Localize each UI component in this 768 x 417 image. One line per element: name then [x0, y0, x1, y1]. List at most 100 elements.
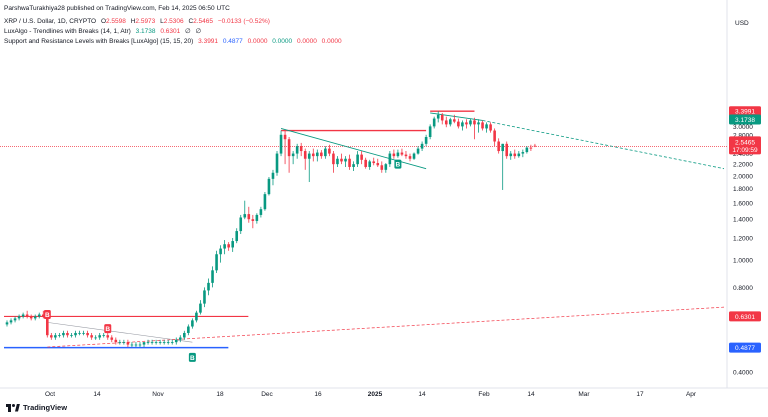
- ohlc-close-label: C: [188, 18, 194, 25]
- candle-body: [332, 153, 335, 165]
- indicator-2-value: 0.4877: [222, 38, 243, 45]
- candle-body: [283, 134, 287, 140]
- candle-body: [70, 335, 73, 337]
- ohlc-open-label: O: [100, 18, 106, 25]
- candle-body: [340, 158, 343, 162]
- indicator-1-value: ∅: [195, 28, 202, 35]
- candle-body: [295, 146, 299, 154]
- candle-body: [449, 119, 452, 125]
- candles: [5, 111, 537, 348]
- candle-body: [142, 342, 146, 345]
- indicator-2-name[interactable]: Support and Resistance Levels with Break…: [4, 38, 194, 45]
- ohlc-high-value: 2.5973: [135, 18, 156, 25]
- candle-body: [58, 335, 61, 337]
- ohlc-open: O2.5598: [101, 18, 126, 25]
- candle-body: [501, 143, 504, 152]
- publish-text: ParshwaTurakhiya28 published on TradingV…: [4, 5, 230, 12]
- candle-body: [5, 322, 9, 325]
- candle-body: [74, 332, 77, 336]
- candle-body: [352, 164, 355, 167]
- candle-body: [259, 209, 263, 215]
- time-tick-label: Apr: [686, 391, 697, 398]
- currency-label[interactable]: USD: [735, 20, 749, 27]
- price-axis-ticks: 3.00002.80002.60002.40002.20002.00001.80…: [733, 124, 753, 376]
- candle-body: [481, 122, 484, 129]
- candle-body: [529, 147, 533, 149]
- candle-body: [17, 316, 21, 319]
- indicator-2-value: 0.0000: [321, 38, 342, 45]
- break-badge-label: B: [396, 162, 401, 169]
- time-tick-label: Feb: [478, 391, 490, 398]
- candle-body: [37, 314, 41, 317]
- candle-body: [138, 344, 142, 346]
- candle-body: [400, 152, 404, 155]
- indicator-1-name[interactable]: LuxAlgo - Trendlines with Breaks (14, 1,…: [4, 28, 131, 35]
- candle-body: [364, 159, 367, 167]
- price-label-box: [729, 342, 761, 353]
- indicator-1-value: 3.1738: [135, 28, 156, 35]
- footer-brand[interactable]: TradingView: [6, 403, 67, 412]
- candle-body: [436, 114, 440, 119]
- price-label-box: [729, 136, 761, 155]
- candle-body: [223, 244, 226, 249]
- candle-body: [106, 335, 110, 338]
- candle-body: [336, 158, 339, 165]
- candle-body: [328, 148, 331, 154]
- candle-body: [307, 153, 311, 159]
- helper-line: [47, 322, 193, 343]
- price-tick-label: 1.2000: [733, 235, 753, 242]
- candle-body: [199, 303, 202, 313]
- price-label-text: 0.6301: [735, 314, 755, 321]
- candle-body: [311, 153, 315, 157]
- candle-body: [154, 342, 158, 343]
- candle-body: [388, 153, 392, 165]
- candle-body: [78, 332, 81, 334]
- candle-body: [497, 141, 500, 152]
- candle-body: [86, 332, 89, 336]
- candle-body: [404, 154, 408, 157]
- candle-body: [432, 118, 436, 127]
- price-tick-label: 2.0000: [733, 173, 753, 180]
- candle-body: [489, 124, 492, 131]
- candle-body: [344, 158, 347, 162]
- indicator-2-value: 0.0000: [296, 38, 317, 45]
- candle-body: [46, 316, 49, 336]
- candle-body: [428, 126, 432, 137]
- candle-body: [187, 326, 190, 333]
- candle-body: [279, 134, 283, 154]
- break-badge: [43, 310, 51, 320]
- candle-body: [376, 163, 380, 166]
- legend-indicator-2: Support and Resistance Levels with Break…: [4, 38, 342, 46]
- break-badge-label: B: [45, 312, 50, 319]
- ohlc-high: H2.5973: [131, 18, 156, 25]
- price-tick-label: 1.8000: [733, 186, 753, 193]
- candle-body: [235, 231, 239, 242]
- candle-body: [372, 161, 376, 164]
- indicator-2-value: 3.3991: [198, 38, 219, 45]
- candle-body: [275, 153, 279, 173]
- time-tick-label: Nov: [152, 391, 164, 398]
- ohlc-low-value: 2.5306: [163, 18, 184, 25]
- trendline-down-1: [280, 128, 427, 170]
- ohlc-close-value: 2.5465: [193, 18, 214, 25]
- candle-body: [469, 120, 472, 125]
- ohlc-open-value: 2.5598: [106, 18, 126, 25]
- time-tick-label: 17: [636, 391, 644, 398]
- price-tick-label: 1.0000: [733, 258, 753, 265]
- indicator-lines: [4, 110, 725, 349]
- price-tick-label: 0.4000: [733, 369, 753, 376]
- ohlc-close: C2.5465: [188, 18, 213, 25]
- candle-body: [517, 153, 521, 157]
- time-tick-label: 2025: [368, 391, 383, 398]
- price-tick-label: 2.8000: [733, 132, 753, 139]
- break-badge: [394, 159, 402, 169]
- ohlc-low: L2.5306: [160, 18, 184, 25]
- indicator-2-value: 0.0000: [247, 38, 268, 45]
- candle-body: [50, 335, 53, 338]
- price-label-text: 2.5465: [735, 139, 755, 146]
- symbol-title[interactable]: XRP / U.S. Dollar, 1D, CRYPTO: [4, 18, 97, 25]
- candle-body: [110, 337, 114, 340]
- candle-body: [98, 335, 101, 338]
- candle-body: [158, 342, 162, 343]
